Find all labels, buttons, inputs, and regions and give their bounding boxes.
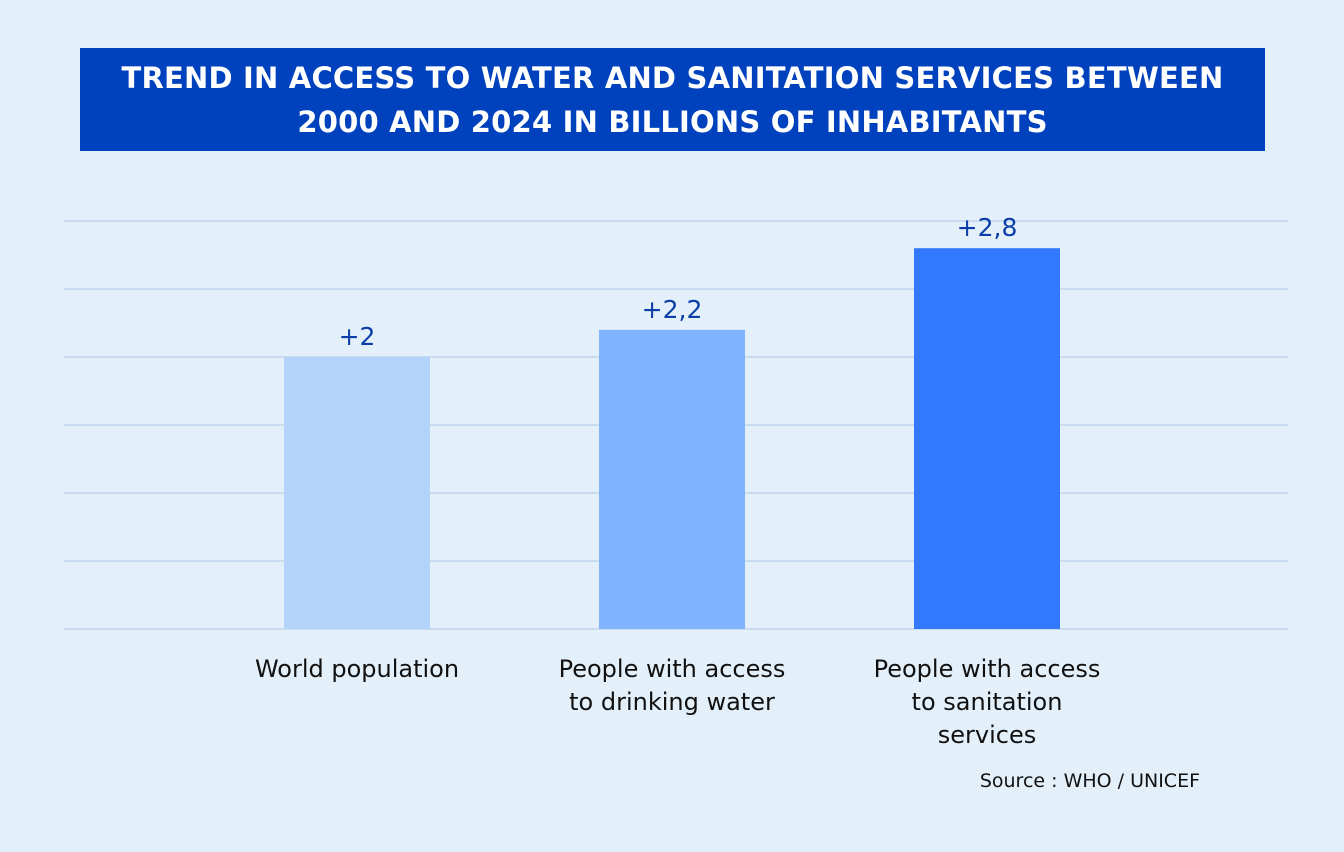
category-label-3-line-1: People with access <box>874 655 1101 683</box>
category-labels: World population People with access to dri… <box>255 655 1100 749</box>
bar-3 <box>914 248 1060 629</box>
bar-1 <box>284 357 430 629</box>
value-labels: +2 +2,2 +2,8 <box>339 213 1018 351</box>
category-label-1-line-1: World population <box>255 655 459 683</box>
category-label-2-line-2: to drinking water <box>569 688 775 716</box>
value-label-1: +2 <box>339 322 376 351</box>
value-label-3: +2,8 <box>957 213 1018 242</box>
chart-title: TREND IN ACCESS TO WATER AND SANITATION … <box>121 60 1224 139</box>
category-label-3-line-2: to sanitation <box>912 688 1063 716</box>
value-label-2: +2,2 <box>642 295 703 324</box>
bars <box>284 248 1060 629</box>
chart-title-banner: TREND IN ACCESS TO WATER AND SANITATION … <box>80 48 1265 151</box>
bar-2 <box>599 329 745 629</box>
category-label-3-line-3: services <box>938 721 1036 749</box>
source-note: Source : WHO / UNICEF <box>979 770 1200 792</box>
category-label-2-line-1: People with access <box>559 655 786 683</box>
